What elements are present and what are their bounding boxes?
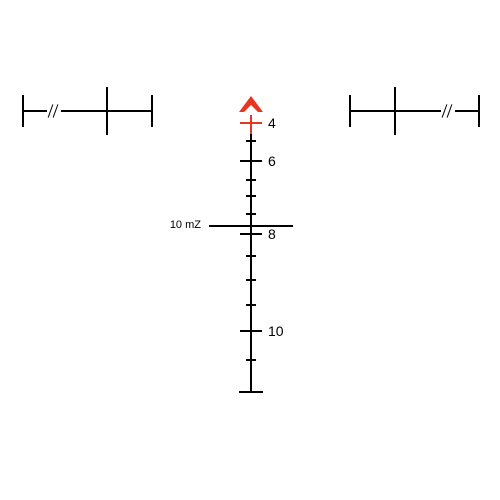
left-stadia-bar	[23, 110, 152, 111]
right-stadia-mid-tick	[394, 87, 395, 135]
minor-tick	[246, 195, 256, 196]
range-tick-4	[240, 122, 262, 124]
vertical-post	[250, 134, 252, 392]
left-stadia-mid-tick	[106, 87, 107, 135]
left-stadia-end-outer	[22, 95, 23, 127]
left-stadia-end-inner	[151, 95, 152, 127]
minor-tick	[246, 213, 256, 214]
range-tick-8	[240, 233, 262, 235]
aiming-chevron-icon	[237, 94, 265, 114]
minor-tick	[246, 359, 256, 360]
minor-tick	[246, 304, 256, 305]
range-tick-6	[240, 160, 262, 162]
zero-label: 10 mZ	[170, 219, 201, 231]
range-label-4: 4	[268, 115, 276, 131]
left-stadia-break-icon	[47, 110, 61, 112]
right-stadia-end-outer	[349, 95, 350, 127]
reticle-diagram: 4 6 8 10 10 mZ	[0, 0, 500, 500]
vertical-post-bottom-cap	[239, 391, 263, 393]
minor-tick	[246, 140, 256, 141]
minor-tick	[246, 279, 256, 280]
minor-tick	[246, 179, 256, 180]
right-stadia-break-icon	[441, 110, 455, 112]
right-stadia-bar	[350, 110, 479, 111]
vertical-post-top	[250, 115, 252, 134]
minor-tick	[246, 255, 256, 256]
range-tick-10	[240, 330, 262, 332]
range-label-10: 10	[268, 323, 284, 339]
zero-crossbar	[209, 225, 293, 227]
range-label-8: 8	[268, 226, 276, 242]
range-label-6: 6	[268, 153, 276, 169]
right-stadia-end-inner	[478, 95, 479, 127]
